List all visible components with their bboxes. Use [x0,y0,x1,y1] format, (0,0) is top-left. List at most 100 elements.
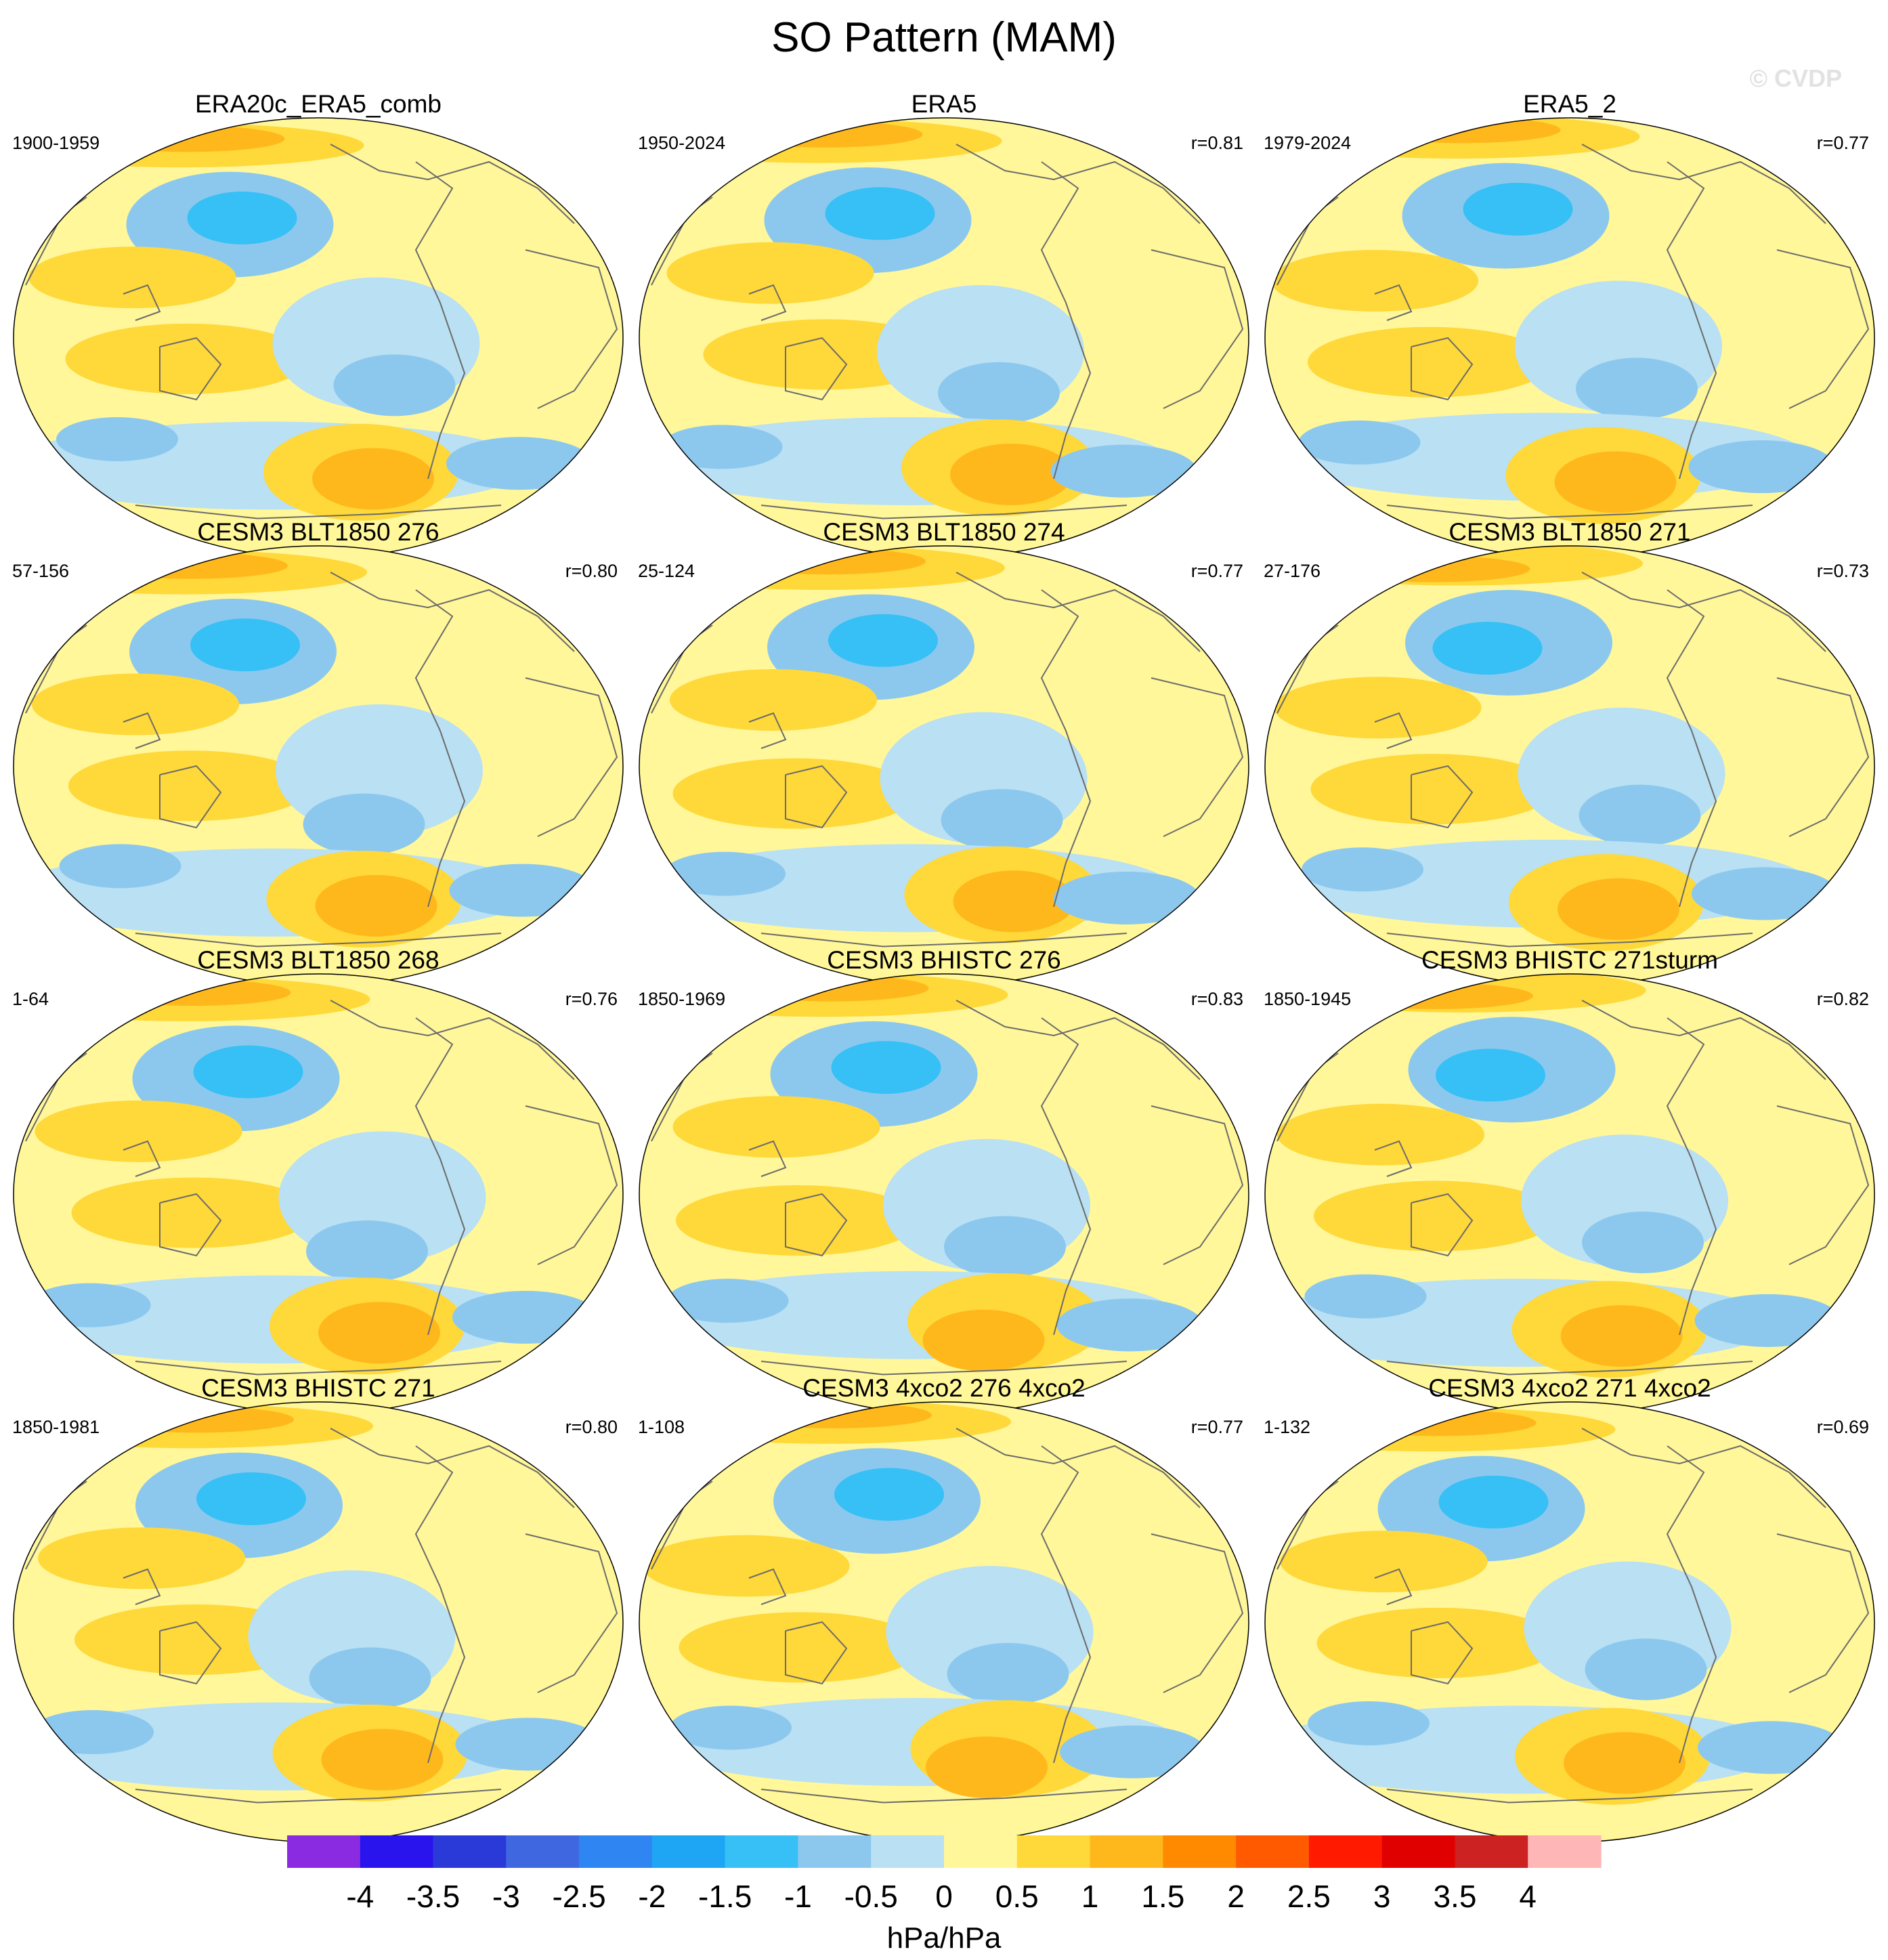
coastline [330,572,575,652]
panel-period: 1-132 [1264,1417,1310,1437]
colorbar-tick-label: 2.5 [1287,1879,1331,1914]
panel-correlation: r=0.80 [565,561,618,581]
anomaly-contour [1579,784,1701,847]
map-panel: ERA5 1950-2024 r=0.81 [638,90,1249,559]
panel-title: CESM3 BHISTC 276 [827,946,1060,974]
panel-title: ERA20c_ERA5_comb [195,90,442,118]
anomaly-contour [1463,182,1573,236]
anomaly-contour [950,444,1072,505]
anomaly-contour [1585,1638,1707,1701]
anomaly-contour [831,1041,941,1094]
panel-correlation: r=0.81 [1191,133,1243,153]
panel-title: CESM3 BLT1850 271 [1449,518,1690,546]
anomaly-contour [1558,878,1679,940]
anomaly-contour [938,362,1060,424]
colorbar-swatch [1163,1835,1237,1868]
anomaly-contour [32,1710,154,1754]
colorbar-swatch [1016,1835,1091,1868]
coastline [159,765,222,829]
colorbar-swatch [1236,1835,1310,1868]
anomaly-contour [670,1705,792,1750]
coastline [1386,1361,1753,1376]
anomaly-contour [312,448,434,510]
colorbar-tick-label: -2 [638,1879,666,1914]
anomaly-contour [306,1220,428,1282]
coastline [1374,1140,1413,1177]
anomaly-contour [731,548,926,575]
anomaly-field [14,546,623,986]
anomaly-field [14,974,623,1414]
panel-correlation: r=0.83 [1191,989,1243,1009]
map-panel: CESM3 BLT1850 268 1-64 r=0.76 [12,946,624,1415]
coastline [414,1017,466,1336]
panel-title: CESM3 4xco2 271 4xco2 [1428,1374,1711,1402]
coastlines [1276,572,1870,947]
panel-period: 1850-1969 [638,989,725,1009]
coastline [1374,712,1413,749]
panel-period: 27-176 [1264,561,1321,581]
anomaly-field [1265,1402,1874,1842]
anomaly-contour [321,1728,444,1791]
colorbar-units: hPa/hPa [887,1921,1002,1955]
coastline [1386,933,1753,947]
coastline [1666,589,1717,908]
panel-period: 1-108 [638,1417,685,1437]
anomaly-contour [309,1647,431,1709]
map-panel: CESM3 BHISTC 271 1850-1981 r=0.80 [12,1374,624,1843]
anomaly-contour [1688,440,1835,494]
panel-correlation: r=0.76 [565,989,618,1009]
anomaly-contour [1310,754,1555,825]
anomaly-field [14,1402,623,1842]
coastline [748,1568,787,1605]
map-panel: ERA5_2 1979-2024 r=0.77 [1264,90,1875,559]
anomaly-contour [1054,872,1200,924]
anomaly-contour [1308,326,1551,398]
panel-correlation: r=0.73 [1817,561,1869,581]
colorbar-swatch [944,1835,1018,1868]
panel-period: 57-156 [12,561,69,581]
coastline [785,1621,848,1685]
colorbar-swatch [798,1835,872,1868]
coastline [956,1428,1201,1508]
anomaly-contour [941,789,1063,851]
anomaly-contour [318,1302,440,1364]
anomaly-contour [38,1527,245,1590]
panel-title: CESM3 BLT1850 274 [823,518,1065,546]
coastline [1776,1105,1870,1265]
map-panel: ERA20c_ERA5_comb 1900-1959 [12,90,624,559]
colorbar-tick-label: 2 [1227,1879,1245,1914]
coastline [956,144,1201,224]
coastline [1581,1428,1826,1508]
coastline [956,572,1201,652]
panel-title: CESM3 4xco2 276 4xco2 [802,1374,1086,1402]
coastline [330,1428,575,1508]
map-panel: CESM3 4xco2 271 4xco2 1-132 r=0.69 [1264,1374,1875,1843]
anomaly-contour [926,1737,1048,1798]
colorbar-swatch [1455,1835,1528,1868]
anomaly-contour [1060,1725,1206,1778]
colorbar: -4 -3.5 -3 -2.5 -2 -1.5 -1 -0.5 0 0.5 1 1.5 2 2.5 3 3.5… [287,1835,1602,1914]
anomaly-contour [1582,1212,1704,1273]
anomaly-contour [68,750,312,822]
colorbar-tick-label: -0.5 [844,1879,898,1914]
coastline [1666,1445,1717,1764]
coastline [1581,1000,1826,1080]
anomaly-contour [670,669,877,731]
map-panel: CESM3 BHISTC 271sturm 1850-1945 r=0.82 [1264,946,1875,1415]
anomaly-contour [825,187,935,240]
map-panel: CESM3 4xco2 276 4xco2 1-108 r=0.77 [638,1374,1249,1843]
coastline [159,1193,222,1257]
map-panel: CESM3 BHISTC 276 1850-1969 r=0.83 [638,946,1249,1415]
anomaly-contour [449,864,596,917]
colorbar-tick-label: -3.5 [406,1879,460,1914]
coastline [1776,1533,1870,1693]
coastlines [651,144,1244,519]
anomaly-contour [1692,867,1838,920]
panel-period: 1850-1945 [1264,989,1351,1009]
anomaly-contour [333,354,456,417]
panel-title: ERA5_2 [1523,90,1616,118]
anomaly-contour [727,121,923,148]
anomaly-contour [187,191,297,244]
coastline [1776,677,1870,837]
